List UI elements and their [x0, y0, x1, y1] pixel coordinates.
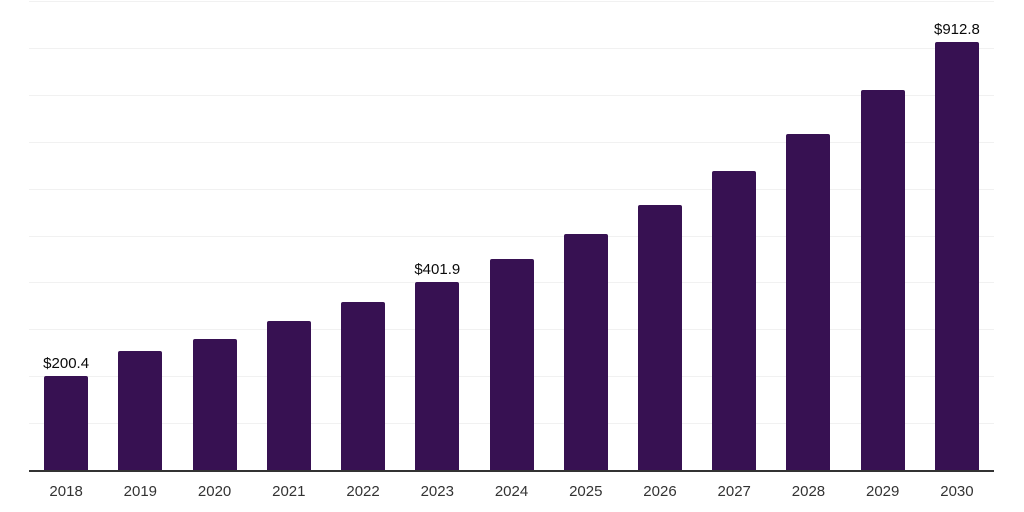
x-tick-2024: 2024 [494, 483, 529, 500]
bar-2023 [415, 281, 460, 470]
bar-group-2023: $401.9 [400, 1, 474, 470]
bar-value-label-2018: $200.4 [43, 355, 90, 373]
x-tick-2019: 2019 [123, 483, 158, 500]
x-tick-2029: 2029 [866, 483, 900, 500]
bar-2018 [44, 376, 89, 470]
gridline [29, 1, 994, 2]
bar-2028 [786, 133, 831, 470]
gridline [29, 188, 994, 190]
bar-2021 [266, 320, 311, 470]
bar-group-2028 [771, 1, 845, 470]
gridline [29, 47, 994, 49]
x-tick-2027: 2027 [717, 483, 751, 500]
bar-2025 [563, 234, 608, 470]
plot-area: $200.4 $401.9 $912.8 [29, 1, 994, 472]
bar-2020 [192, 338, 237, 470]
bar-2024 [489, 258, 534, 470]
bar-group-2029 [846, 1, 920, 470]
bar-2019 [118, 350, 163, 470]
bar-group-2022 [326, 1, 400, 470]
bar-group-2018: $200.4 [29, 1, 103, 470]
bar-2022 [341, 302, 386, 470]
bar-group-2027 [697, 1, 771, 470]
x-tick-2028: 2028 [791, 483, 826, 500]
bar-2027 [712, 171, 757, 470]
x-tick-2022: 2022 [346, 483, 380, 500]
x-tick-2021: 2021 [272, 483, 306, 500]
bar-value-label-2030: $912.8 [933, 20, 980, 38]
bar-2030 [934, 41, 979, 470]
x-tick-2025: 2025 [569, 483, 603, 500]
bar-2026 [637, 204, 682, 470]
bar-group-2030: $912.8 [920, 1, 994, 470]
gridline [29, 235, 994, 237]
x-tick-2030: 2030 [940, 483, 974, 500]
bar-group-2020 [177, 1, 251, 470]
bar-group-2026 [623, 1, 697, 470]
x-tick-2020: 2020 [197, 483, 232, 500]
bar-series: $200.4 $401.9 $912.8 [29, 1, 994, 470]
x-tick-2023: 2023 [420, 483, 454, 500]
bar-2029 [860, 90, 905, 470]
x-tick-2018: 2018 [49, 483, 83, 500]
x-axis-tick-labels: 2018 2019 2020 2021 2022 2023 2024 2025 2026 2027… [29, 474, 994, 501]
bar-group-2024 [474, 1, 548, 470]
bar-value-label-2023: $401.9 [414, 260, 461, 278]
gridline [29, 94, 994, 96]
x-tick-2026: 2026 [643, 483, 677, 500]
gridline [29, 141, 994, 143]
bar-group-2025 [549, 1, 623, 470]
bar-group-2019 [103, 1, 177, 470]
bar-group-2021 [252, 1, 326, 470]
